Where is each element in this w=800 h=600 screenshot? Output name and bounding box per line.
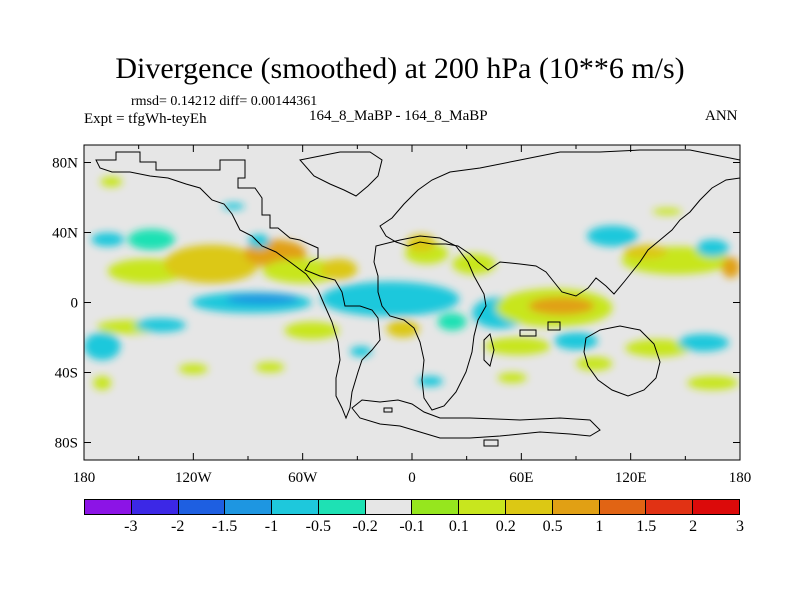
colorbar-segment-1 (131, 500, 179, 514)
anomaly-region-0 (91, 232, 125, 247)
y-tick-label-3: 40S (55, 366, 78, 382)
colorbar-segment-11 (599, 500, 647, 514)
anomaly-region-32 (678, 334, 730, 352)
y-tick-label-4: 80S (55, 436, 78, 452)
anomaly-region-30 (554, 332, 598, 350)
anomaly-region-19 (623, 244, 668, 259)
colorbar (84, 499, 740, 515)
anomaly-region-14 (437, 313, 467, 331)
x-tick-label-2: 60W (288, 470, 318, 486)
colorbar-segment-0 (85, 500, 132, 514)
coastline-islands (383, 321, 561, 447)
anomaly-region-8 (226, 293, 300, 305)
coastline-africa (373, 235, 487, 411)
colorbar-label-3: -1 (264, 518, 279, 535)
anomaly-region-17 (452, 253, 496, 275)
anomaly-region-10 (320, 281, 460, 317)
colorbar-segment-9 (506, 500, 553, 514)
season-label: ANN (705, 108, 738, 124)
anomaly-region-38 (93, 376, 112, 390)
colorbar-segment-13 (693, 500, 739, 514)
colorbar-segment-3 (225, 500, 273, 514)
anomaly-region-28 (350, 346, 372, 357)
coastline-eurasia (379, 149, 740, 297)
rmsd-diff-stats: rmsd= 0.14212 diff= 0.00144361 (131, 94, 318, 109)
coastline-greenland (299, 151, 383, 197)
anomaly-region-35 (222, 202, 245, 210)
colorbar-label-0: -3 (124, 518, 138, 535)
anomaly-region-24 (135, 318, 187, 333)
anomaly-region-42 (576, 356, 613, 371)
y-tick-label-1: 40N (52, 226, 78, 242)
colorbar-label-11: 1.5 (636, 518, 657, 535)
colorbar-label-4: -0.5 (305, 518, 331, 535)
colorbar-segment-4 (272, 500, 319, 514)
experiment-label: Expt = tfgWh-teyEh (84, 111, 207, 127)
anomaly-region-12 (406, 234, 436, 252)
x-tick-label-3: 0 (408, 470, 416, 486)
colorbar-label-1: -2 (171, 518, 185, 535)
anomaly-region-41 (497, 372, 527, 383)
anomaly-region-40 (417, 376, 443, 387)
y-tick-label-2: 0 (71, 296, 79, 312)
axis-ticks: 180 120W 60W 0 60E 120E 180 80N 40N 0 40S 80S (52, 145, 751, 486)
continent-outlines (95, 149, 740, 447)
x-tick-label-5: 120E (615, 470, 647, 486)
anomaly-region-22 (721, 257, 740, 278)
anomaly-region-9 (320, 258, 358, 280)
anomaly-region-27 (386, 320, 420, 338)
coastline-americas (95, 151, 381, 420)
colorbar-label-6: -0.1 (399, 518, 425, 535)
anomaly-region-16 (528, 297, 595, 315)
colorbar-label-13: 3 (736, 518, 744, 535)
anomaly-region-37 (178, 363, 208, 375)
coastline-antarctica (351, 399, 601, 439)
colorbar-label-2: -1.5 (211, 518, 238, 535)
colorbar-segment-5 (318, 500, 366, 514)
x-tick-label-1: 120W (175, 470, 213, 486)
case-label: 164_8_MaBP - 164_8_MaBP (309, 108, 488, 124)
anomaly-region-36 (652, 208, 682, 215)
colorbar-segment-10 (552, 500, 600, 514)
colorbar-label-5: -0.2 (352, 518, 378, 535)
colorbar-segment-2 (178, 500, 226, 514)
anomaly-region-39 (255, 362, 285, 373)
colorbar-segment-6 (365, 500, 413, 514)
anomaly-region-25 (84, 332, 121, 361)
coastline-madagascar (483, 333, 495, 367)
anomaly-region-21 (586, 225, 638, 247)
colorbar-segment-12 (646, 500, 694, 514)
x-tick-label-6: 180 (729, 470, 752, 486)
colorbar-label-8: 0.2 (495, 518, 516, 535)
anomaly-region-29 (484, 337, 551, 355)
colorbar-label-9: 0.5 (542, 518, 563, 535)
anomaly-region-5 (247, 234, 270, 249)
y-tick-label-0: 80N (52, 156, 78, 172)
anomaly-region-1 (127, 229, 176, 250)
anomaly-region-20 (696, 239, 730, 257)
x-tick-label-0: 180 (73, 470, 96, 486)
x-tick-label-4: 60E (509, 470, 533, 486)
coastline-australia (583, 325, 661, 397)
colorbar-segment-7 (412, 500, 460, 514)
colorbar-label-12: 2 (689, 518, 698, 535)
anomaly-region-33 (687, 376, 739, 390)
chart-title: Divergence (smoothed) at 200 hPa (10**6 … (115, 52, 685, 85)
colorbar-segment-8 (459, 500, 507, 514)
anomaly-region-31 (625, 339, 691, 357)
anomaly-region-34 (100, 176, 123, 187)
colorbar-label-7: 0.1 (448, 518, 469, 535)
anomaly-region-3 (164, 244, 259, 284)
colorbar-label-10: 1 (595, 518, 604, 535)
anomaly-region-26 (284, 321, 340, 340)
